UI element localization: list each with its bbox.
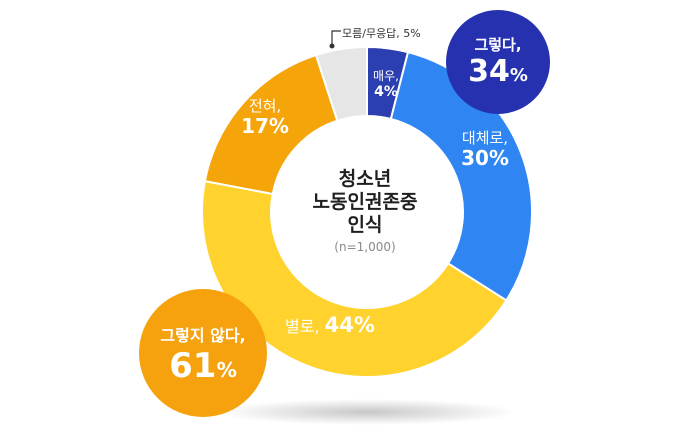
slice-name: 별로, — [285, 317, 320, 336]
summary-bubble-yes: 그렇다, 34% — [446, 10, 550, 114]
summary-value: 61% — [139, 346, 267, 390]
note-leader — [329, 30, 341, 49]
slice-value: 4% — [374, 83, 398, 100]
chart-title: 청소년 노동인권존중 인식 — [270, 168, 460, 237]
note-label: 모름/무응답, 5% — [342, 27, 421, 40]
slice-value: 44% — [324, 313, 375, 337]
summary-bubble-no: 그렇지 않다, 61% — [139, 289, 267, 417]
floor-shadow — [217, 399, 517, 425]
slice-label-byeollo: 별로, 44% — [270, 313, 390, 337]
summary-unit: % — [216, 358, 237, 382]
donut-hole — [272, 117, 462, 307]
slice-label-jeonhyeo: 전혀, 17% — [225, 97, 305, 139]
slice-value: 30% — [461, 146, 509, 171]
summary-name: 그렇다, — [474, 36, 522, 54]
summary-value: 34% — [446, 55, 550, 93]
donut-slice-4 — [314, 45, 368, 122]
chart-title-line: 노동인권존중 — [312, 191, 418, 213]
slice-name: 전혀, — [248, 97, 282, 115]
donut-slice-2 — [201, 179, 508, 378]
slice-name: 대체로, — [461, 129, 509, 147]
slice-name: 매우, — [373, 69, 399, 83]
summary-name: 그렇지 않다, — [160, 326, 246, 345]
donut-slices — [201, 45, 533, 378]
summary-unit: % — [509, 65, 528, 86]
chart-title-line: 청소년 — [338, 168, 392, 190]
slice-label-maeu: 매우, 4% — [366, 69, 406, 100]
sample-size: (n=1,000) — [334, 240, 396, 254]
slice-value: 17% — [241, 114, 289, 139]
slice-label-daechero: 대체로, 30% — [440, 129, 530, 171]
chart-title-line: 인식 — [347, 214, 383, 236]
summary-number: 34 — [468, 54, 510, 89]
summary-number: 61 — [169, 346, 217, 386]
